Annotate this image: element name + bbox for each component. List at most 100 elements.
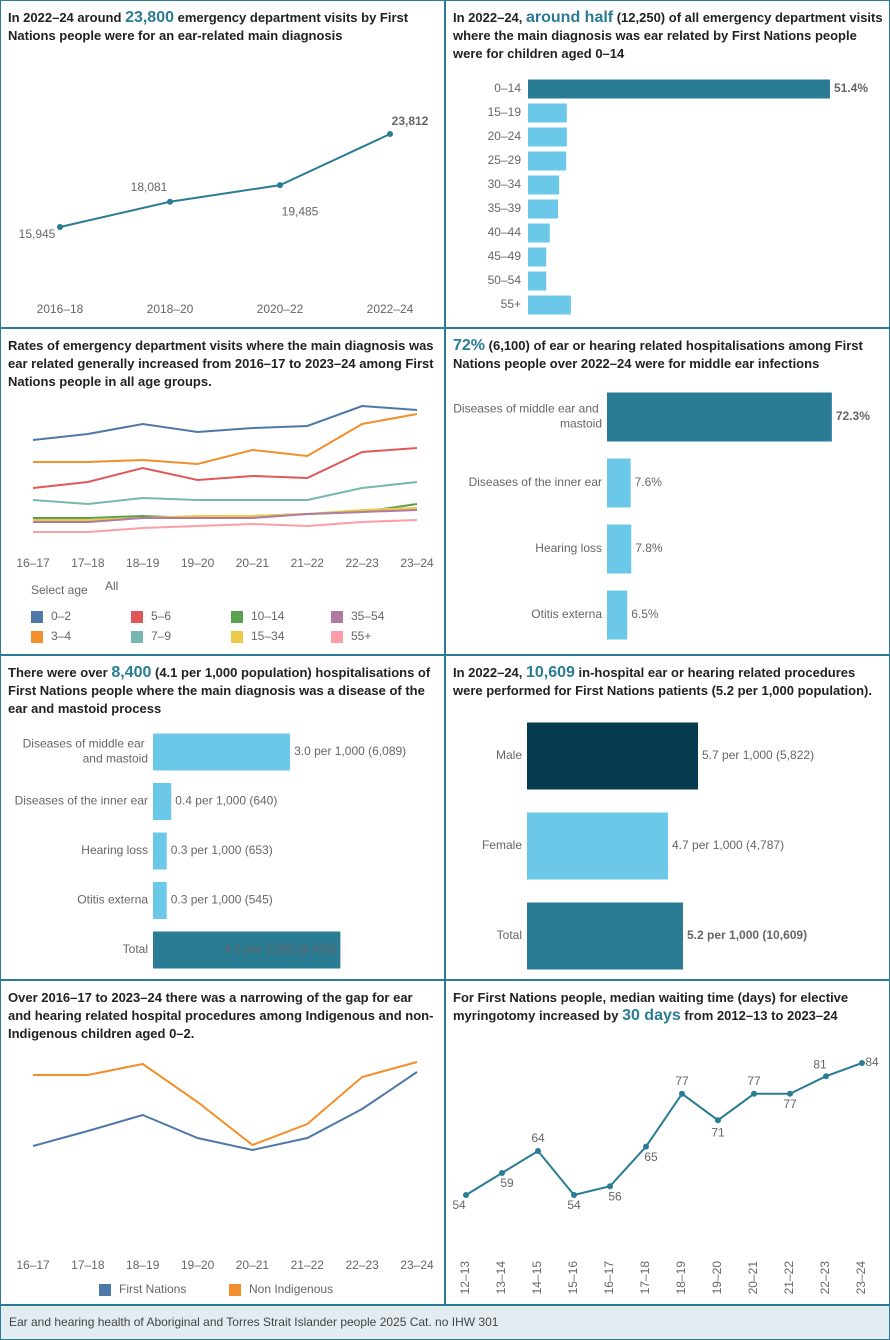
title-text: emergency department visits by First Nat… [8,10,409,43]
legend-label: 0–2 [51,609,71,623]
title-text: Over 2016–17 to 2023–24 there was a narr… [8,990,434,1041]
legend-label: 7–9 [151,629,171,643]
data-label: 23,812 [392,114,429,128]
panel-title: For First Nations people, median waiting… [453,989,883,1025]
category-label: Otitis externa [77,893,148,907]
point [167,198,173,205]
x-tick-label: 18–19 [126,1258,160,1272]
title-emphasis: around half [526,9,614,26]
point [277,182,283,189]
x-tick-label: 14–15 [530,1261,544,1295]
bar [607,524,632,574]
point [787,1090,793,1097]
category-label: Diseases of the inner ear [469,475,602,489]
data-label: 72.3% [836,409,870,423]
category-label: 35–39 [488,201,522,215]
category-label: 45–49 [488,249,522,263]
bar [607,590,628,640]
legend-label: 55+ [351,629,371,643]
panel: There were over 8,400 (4.1 per 1,000 pop… [0,655,445,980]
panel: In 2022–24 around 23,800 emergency depar… [0,0,445,328]
data-label: 54 [452,1198,466,1212]
title-emphasis: 72% [453,337,486,354]
bar [528,175,560,195]
chart: 2016–18 2018–20 2020–22 2022–24 15,945 18,081… [19,114,429,316]
bar [153,733,291,771]
x-tick-label: 16–17 [602,1261,616,1295]
panel-title: Over 2016–17 to 2023–24 there was a narr… [8,989,438,1043]
chart: 16–17 17–18 18–19 19–20 20–21 21–22 22–23 23–24… [16,404,434,643]
x-tick-label: 2020–22 [257,302,304,316]
legend-label: 15–34 [251,629,285,643]
legend-swatch [231,631,243,643]
legend-swatch [99,1284,111,1296]
x-tick-label: 18–19 [674,1261,688,1295]
point [679,1090,685,1097]
data-label: 3.0 per 1,000 (6,089) [294,744,406,758]
point [751,1090,757,1097]
legend-swatch [31,631,43,643]
bar [528,223,550,243]
x-tick-label: 17–18 [71,556,105,570]
legend-label: Non Indigenous [249,1282,333,1296]
panel-title: In 2022–24, around half (12,250) of all … [453,9,883,63]
category-label: Hearing loss [81,843,148,857]
title-emphasis: 10,609 [526,664,575,681]
category-label: 15–19 [488,105,522,119]
point [859,1060,865,1066]
legend-swatch [229,1284,241,1296]
title-text: There were over [8,665,112,680]
legend-swatch [331,631,343,643]
bar [153,832,167,870]
line [465,1062,863,1197]
line [33,413,418,466]
legend-label: 35–54 [351,609,385,623]
x-tick-label: 20–21 [236,556,270,570]
x-tick-label: 19–20 [710,1261,724,1295]
data-label: 19,485 [282,204,319,218]
x-tick-label: 2018–20 [147,302,194,316]
x-tick-label: 15–16 [566,1261,580,1295]
point [571,1192,577,1198]
data-label: 6.5% [631,607,659,621]
chart: Diseases of middle ear and mastoid 3.0 pe… [15,733,406,969]
title-text: In 2022–24, [453,665,526,680]
data-label: 15,945 [19,227,56,241]
line [32,1071,418,1152]
panel: 72% (6,100) of ear or hearing related ho… [445,328,890,655]
panel: Rates of emergency department visits whe… [0,328,445,655]
panel: For First Nations people, median waiting… [445,980,890,1305]
x-tick-label: 22–23 [345,1258,379,1272]
title-text: (4.1 per 1,000 population) hospitalisati… [8,665,431,716]
footer: Ear and hearing health of Aboriginal and… [0,1305,890,1340]
x-tick-label: 16–17 [16,556,50,570]
data-label: 7.6% [635,475,663,489]
x-tick-label: 22–23 [345,556,379,570]
x-tick-label: 19–20 [181,556,215,570]
category-label: Female [482,838,522,852]
x-tick-label: 2016–18 [37,302,84,316]
data-label: 54 [567,1198,581,1212]
chart: 16–17 17–18 18–19 19–20 20–21 21–22 22–23 23–24… [16,1061,434,1296]
bar [528,295,571,315]
data-label: 77 [747,1074,761,1088]
bar [528,103,567,123]
bar [607,392,832,442]
panel-title: Rates of emergency department visits whe… [8,337,438,391]
bar [527,902,683,970]
legend-title: Select age [31,583,88,597]
data-label: 64 [531,1131,545,1145]
point [643,1143,649,1150]
bar [528,79,830,99]
legend-swatch [131,611,143,623]
data-label: 77 [783,1097,797,1111]
legend-swatch [31,611,43,623]
bar [528,271,547,291]
category-label: Total [123,942,148,956]
point [499,1170,505,1176]
data-label: 5.7 per 1,000 (5,822) [702,748,814,762]
line [59,133,391,228]
bar [528,127,567,147]
line [32,447,418,489]
point [57,224,63,230]
